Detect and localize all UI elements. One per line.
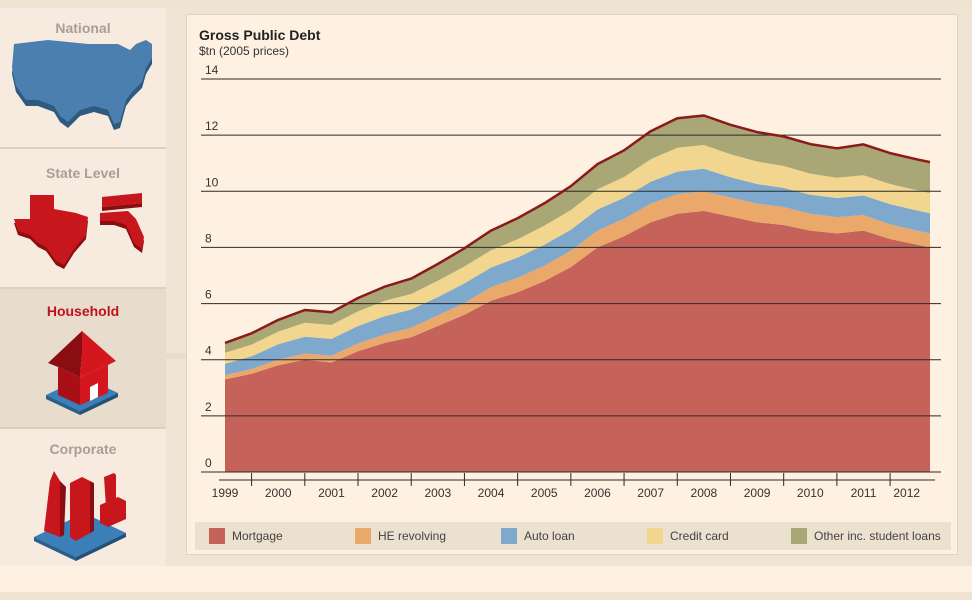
sidebar-item-national[interactable]: National — [0, 8, 166, 148]
us-map-icon — [12, 40, 152, 130]
legend-swatch — [647, 528, 663, 544]
buildings-icon — [34, 471, 126, 561]
legend-swatch — [209, 528, 225, 544]
sidebar-item-state-level[interactable]: State Level — [0, 149, 166, 287]
legend-item-other: Other inc. student loans — [791, 528, 941, 544]
y-tick-label: 4 — [205, 344, 212, 358]
legend-item-credit-card: Credit card — [647, 528, 729, 544]
sidebar-item-label: Corporate — [49, 441, 117, 457]
area-series-1 — [225, 191, 930, 380]
x-tick-label: 2009 — [744, 486, 771, 500]
y-tick-label: 8 — [205, 231, 212, 245]
x-tick-label: 2007 — [637, 486, 664, 500]
sidebar-item-label: National — [55, 20, 111, 36]
y-tick-label: 6 — [205, 288, 212, 302]
legend-label: HE revolving — [378, 529, 447, 543]
x-tick-label: 2004 — [478, 486, 505, 500]
y-tick-label: 14 — [205, 63, 219, 77]
legend-label: Auto loan — [524, 529, 575, 543]
x-tick-label: 2005 — [531, 486, 558, 500]
x-tick-label: 2002 — [371, 486, 398, 500]
legend-item-he-revolving: HE revolving — [355, 528, 446, 544]
y-tick-label: 0 — [205, 456, 212, 470]
sidebar-divider — [0, 427, 166, 429]
sidebar: National State Level Household — [0, 8, 166, 566]
sidebar-divider — [0, 147, 166, 149]
legend-item-auto-loan: Auto loan — [501, 528, 575, 544]
chart-panel: Gross Public Debt $tn (2005 prices) 0 2 4 6… — [186, 14, 958, 555]
x-tick-label: 2003 — [424, 486, 451, 500]
area-series-2 — [225, 168, 930, 376]
legend-swatch — [791, 528, 807, 544]
sidebar-item-label: Household — [46, 303, 120, 319]
legend-label: Mortgage — [232, 529, 283, 543]
active-connector — [166, 353, 186, 359]
y-tick-label: 2 — [205, 400, 212, 414]
chart-title: Gross Public Debt — [199, 27, 321, 43]
x-tick-label: 2000 — [265, 486, 292, 500]
sidebar-item-label: State Level — [46, 165, 120, 181]
x-tick-label: 1999 — [212, 486, 239, 500]
legend-swatch — [501, 528, 517, 544]
x-tick-label: 2012 — [893, 486, 920, 500]
area-series-4 — [225, 115, 930, 353]
legend-swatch — [355, 528, 371, 544]
sidebar-item-household[interactable]: Household — [0, 289, 166, 427]
house-icon — [46, 331, 118, 415]
y-tick-label: 10 — [205, 175, 219, 189]
area-series-0 — [225, 210, 930, 472]
legend-label: Other inc. student loans — [814, 529, 941, 543]
sidebar-item-corporate[interactable]: Corporate — [0, 429, 166, 566]
legend-item-mortgage: Mortgage — [209, 528, 283, 544]
area-series-3 — [225, 145, 930, 364]
x-tick-label: 2011 — [851, 486, 877, 500]
y-tick-label: 12 — [205, 119, 219, 133]
chart-subtitle: $tn (2005 prices) — [199, 44, 290, 58]
x-tick-label: 2010 — [797, 486, 824, 500]
x-tick-label: 2001 — [318, 486, 345, 500]
x-tick-label: 2006 — [584, 486, 611, 500]
legend-label: Credit card — [670, 529, 729, 543]
legend: Mortgage HE revolving Auto loan Credit c… — [195, 522, 951, 550]
total-line — [224, 114, 931, 345]
x-tick-label: 2008 — [691, 486, 718, 500]
sidebar-divider — [0, 287, 166, 289]
state-maps-icon — [14, 193, 144, 269]
chart-svg: 0 2 4 6 8 10 12 14 1999 2000 2001 2002 2003 2004 2005 2… — [201, 63, 941, 500]
